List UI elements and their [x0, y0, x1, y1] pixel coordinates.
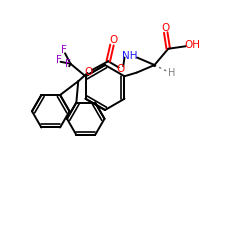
- Text: O: O: [162, 23, 170, 33]
- Text: O: O: [116, 64, 124, 74]
- Text: OH: OH: [185, 40, 201, 50]
- Text: O: O: [84, 68, 92, 78]
- Text: H: H: [168, 68, 175, 78]
- Text: F: F: [61, 45, 67, 55]
- Text: F: F: [56, 55, 62, 65]
- Text: NH: NH: [122, 51, 138, 61]
- Text: F: F: [65, 59, 71, 69]
- Text: O: O: [109, 36, 117, 46]
